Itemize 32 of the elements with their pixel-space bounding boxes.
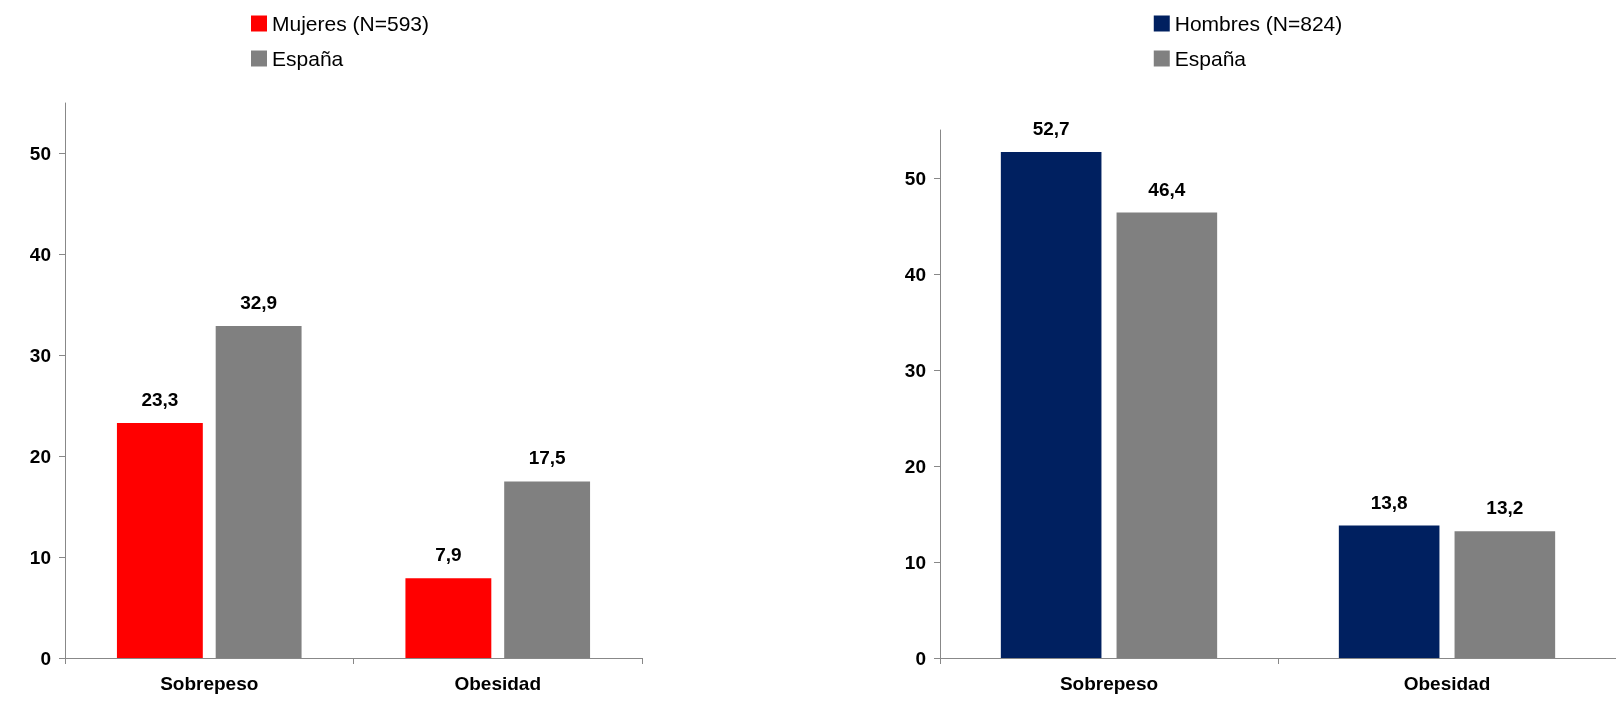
legend-label: España — [272, 47, 344, 70]
y-tick-label: 10 — [29, 546, 51, 568]
y-tick-label: 50 — [904, 167, 926, 189]
x-tick-label: Sobrepeso — [160, 673, 259, 694]
data-label: 17,5 — [528, 447, 567, 469]
bar — [1338, 525, 1440, 658]
y-tick-label: 0 — [915, 647, 926, 669]
y-tick-label: 40 — [29, 243, 51, 265]
data-label: 13,2 — [1486, 497, 1524, 519]
legend-label: Hombres (N=824) — [1174, 12, 1343, 35]
x-tick-label: Sobrepeso — [1059, 673, 1159, 694]
y-tick-label: 30 — [904, 359, 926, 381]
legend-label: Mujeres (N=593) — [272, 12, 429, 35]
data-label: 52,7 — [1032, 118, 1070, 140]
bar — [405, 578, 492, 658]
bar — [116, 422, 203, 658]
x-tick-label: Obesidad — [454, 673, 542, 694]
bar — [1000, 152, 1102, 658]
x-tick-label: Obesidad — [1403, 673, 1491, 694]
data-label: 7,9 — [435, 544, 462, 566]
y-tick-label: 30 — [29, 344, 51, 366]
y-tick-label: 50 — [29, 142, 51, 164]
data-label: 23,3 — [141, 388, 179, 410]
y-tick-label: 20 — [29, 445, 51, 467]
y-tick-label: 20 — [904, 455, 926, 477]
legend-label: España — [1174, 47, 1247, 70]
y-tick-label: 0 — [40, 647, 51, 669]
data-label: 32,9 — [240, 292, 278, 314]
data-label: 13,8 — [1370, 491, 1408, 513]
y-tick-label: 10 — [904, 551, 926, 573]
data-label: 46,4 — [1148, 178, 1186, 200]
y-tick-label: 40 — [904, 263, 926, 285]
